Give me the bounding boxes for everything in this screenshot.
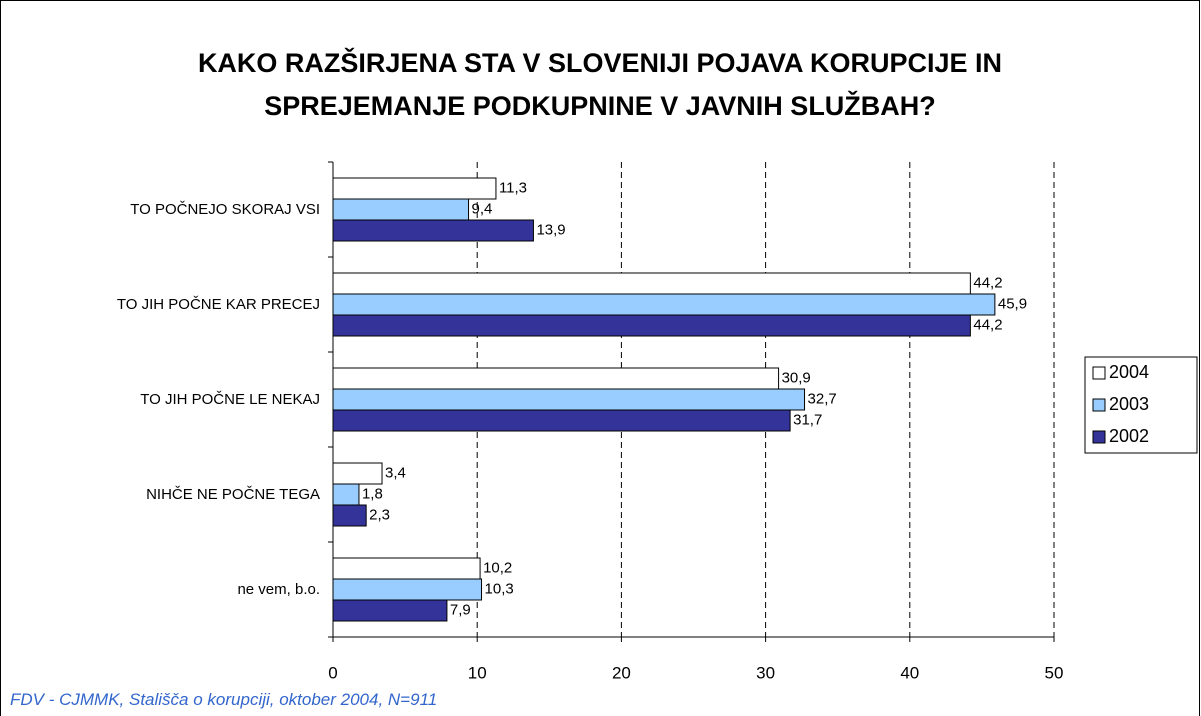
bar (332, 198, 470, 221)
bar (332, 599, 448, 622)
x-tick-label: 30 (756, 663, 775, 682)
x-tick-label: 50 (1045, 663, 1064, 682)
data-label: 45,9 (998, 295, 1027, 312)
bar (332, 177, 497, 200)
data-label: 2,3 (369, 506, 390, 523)
x-tick-label: 40 (900, 663, 919, 682)
legend-swatch (1092, 366, 1106, 380)
data-label: 30,9 (782, 369, 811, 386)
source-note: FDV - CJMMK, Stališča o korupciji, oktob… (10, 690, 438, 709)
y-tick-label: TO JIH POČNE LE NEKAJ (20, 388, 320, 412)
category-text: TO POČNEJO SKORAJ VSI (130, 200, 320, 218)
y-tick-label: NIHČE NE POČNE TEGA (20, 483, 320, 507)
legend-swatch (1092, 430, 1106, 444)
data-label: 44,2 (973, 274, 1002, 291)
bar (332, 462, 383, 485)
data-label: 1,8 (362, 485, 383, 502)
legend-swatch (1092, 398, 1106, 412)
data-label: 7,9 (450, 601, 471, 618)
chart-title: KAKO RAZŠIRJENA STA V SLOVENIJI POJAVA K… (197, 48, 1003, 121)
bar (332, 504, 367, 527)
data-label: 11,3 (499, 179, 527, 196)
y-tick-label: TO POČNEJO SKORAJ VSI (20, 198, 320, 222)
bar (332, 314, 971, 337)
bar (332, 578, 483, 601)
y-tick-label: TO JIH POČNE KAR PRECEJ (20, 293, 320, 317)
data-label: 32,7 (808, 390, 837, 407)
bar (332, 409, 791, 432)
legend-label: 2003 (1109, 394, 1149, 414)
y-tick-label: ne vem, b.o. (20, 578, 320, 602)
x-tick-label: 0 (328, 663, 337, 682)
bar (332, 293, 996, 316)
bar (332, 219, 534, 242)
legend-label: 2004 (1109, 362, 1149, 382)
data-label: 44,2 (973, 316, 1002, 333)
data-label: 13,9 (536, 221, 565, 238)
data-label: 10,3 (485, 580, 514, 597)
data-label: 3,4 (385, 464, 406, 481)
bar (332, 557, 481, 580)
x-tick-label: 10 (468, 663, 487, 682)
category-text: NIHČE NE POČNE TEGA (146, 485, 320, 503)
category-text: ne vem, b.o. (237, 580, 320, 598)
data-label: 9,4 (472, 200, 493, 217)
category-text: TO JIH POČNE LE NEKAJ (140, 390, 320, 408)
data-label: 10,2 (483, 559, 512, 576)
category-text: TO JIH POČNE KAR PRECEJ (116, 295, 320, 313)
data-label: 31,7 (793, 411, 822, 428)
bar (332, 483, 360, 506)
bar (332, 272, 971, 295)
bar (332, 388, 806, 411)
bar (332, 367, 780, 390)
x-tick-label: 20 (612, 663, 631, 682)
legend-label: 2002 (1109, 426, 1149, 446)
